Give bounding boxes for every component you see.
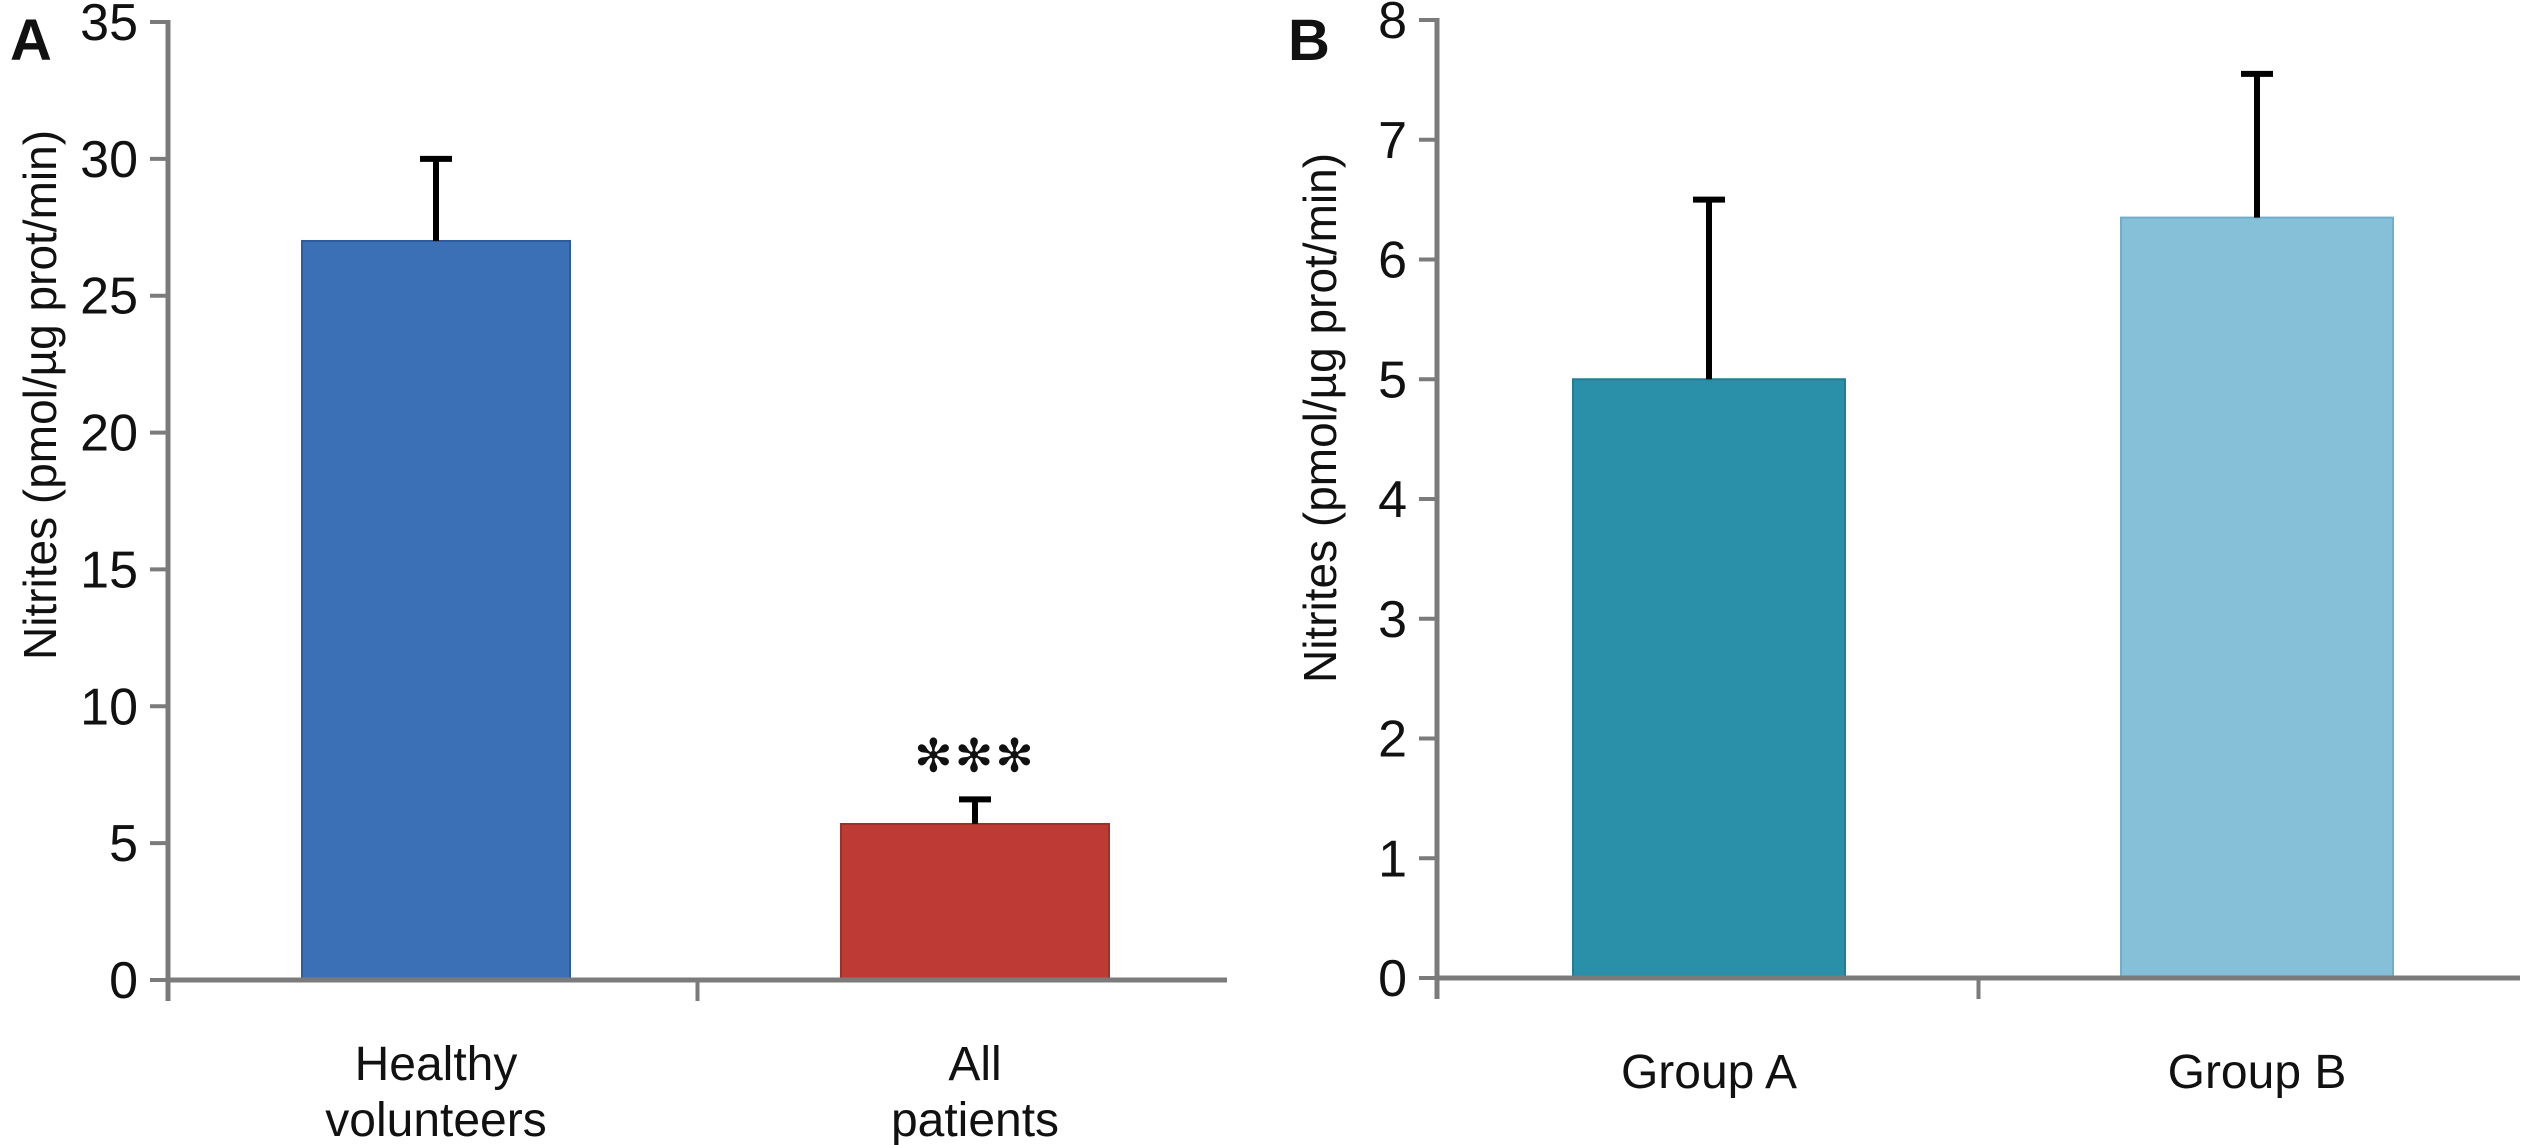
x-category-label-healthy-volunteers: Healthy (355, 1038, 518, 1091)
y-axis-title: Nitrites (pmol/µg prot/min) (1294, 153, 1346, 683)
panel-letter: A (10, 8, 52, 73)
y-axis-title: Nitrites (pmol/µg prot/min) (14, 130, 66, 660)
panel-letter: B (1288, 8, 1330, 73)
y-tick-label: 8 (1378, 0, 1407, 50)
y-tick-label: 2 (1378, 711, 1407, 769)
y-tick-label: 1 (1378, 830, 1407, 888)
y-tick-label: 0 (1378, 950, 1407, 1008)
x-category-label-group-b: Group B (2168, 1046, 2347, 1099)
y-tick-label: 3 (1378, 591, 1407, 649)
y-tick-label: 4 (1378, 471, 1407, 529)
y-tick-label: 5 (109, 815, 138, 873)
y-tick-label: 10 (80, 678, 138, 736)
bar-group-a (1572, 378, 1846, 979)
y-tick-label: 15 (80, 541, 138, 599)
y-tick-label: 6 (1378, 232, 1407, 290)
y-tick-label: 20 (80, 405, 138, 463)
bar-all-patients (840, 822, 1110, 981)
x-category-label-group-a: Group A (1621, 1046, 1797, 1099)
y-tick-label: 25 (80, 268, 138, 326)
y-tick-label: 5 (1378, 351, 1407, 409)
y-tick-label: 0 (109, 952, 138, 1010)
y-tick-label: 30 (80, 131, 138, 189)
y-tick-label: 35 (80, 0, 138, 52)
x-category-label-healthy-volunteers: volunteers (325, 1094, 546, 1145)
bar-group-b (2120, 216, 2394, 979)
x-category-label-all-patients: patients (891, 1094, 1059, 1145)
y-tick-label: 7 (1378, 112, 1407, 170)
significance-marker: ✻✻✻ (914, 729, 1036, 781)
x-category-label-all-patients: All (948, 1038, 1001, 1091)
bar-healthy-volunteers (301, 239, 571, 981)
